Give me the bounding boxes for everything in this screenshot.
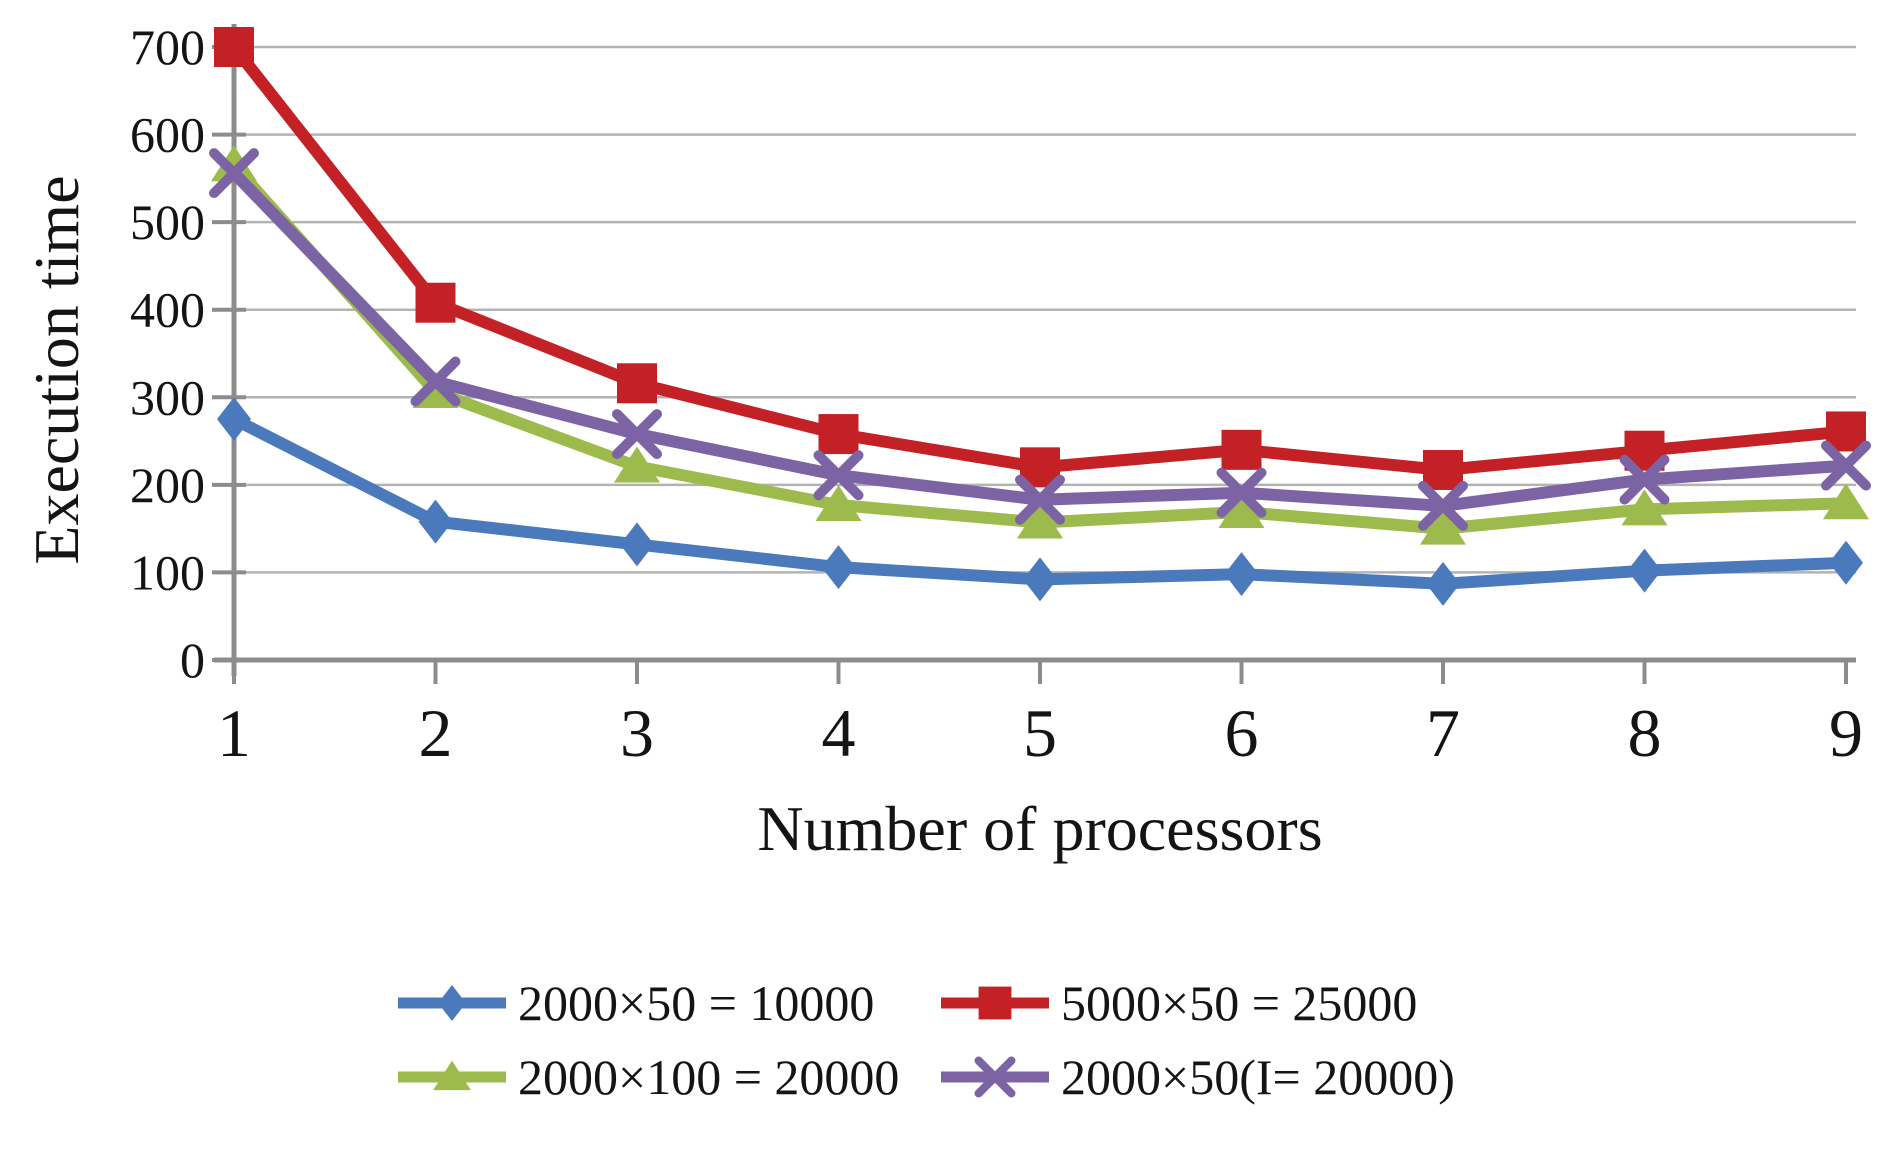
- marker-diamond: [620, 522, 654, 567]
- x-tick-label-4: 4: [822, 695, 856, 771]
- marker-square: [415, 282, 456, 323]
- marker-diamond: [438, 984, 466, 1022]
- marker-square: [1221, 429, 1262, 470]
- y-tick-label-0: 0: [180, 632, 205, 688]
- marker-square: [1826, 411, 1866, 452]
- x-tick-labels: 1 2 3 4 5 6 7 8 9: [217, 695, 1863, 771]
- marker-triangle: [614, 446, 660, 483]
- marker-triangle: [815, 484, 862, 521]
- marker-x: [1015, 474, 1065, 525]
- legend: 2000×50 = 10000 5000×50 = 25000 2000×100 =…: [398, 975, 1455, 1105]
- legend-item-2: 2000×100 = 20000: [398, 1049, 899, 1105]
- y-axis-title: Execution time: [21, 175, 92, 564]
- legend-label: 2000×100 = 20000: [518, 1049, 899, 1105]
- marker-x: [209, 148, 259, 199]
- marker-square: [1423, 449, 1463, 490]
- y-tick-labels: 0 100 200 300 400 500 600 700: [130, 19, 205, 688]
- legend-label: 2000×50(I= 20000): [1061, 1049, 1455, 1105]
- x-tick-label-2: 2: [419, 695, 453, 771]
- marker-diamond: [1023, 557, 1057, 602]
- marker-x: [1619, 454, 1670, 505]
- marker-x: [1216, 467, 1267, 518]
- x-tick-label-7: 7: [1426, 695, 1460, 771]
- marker-triangle: [1420, 508, 1466, 545]
- y-tick-label-500: 500: [130, 194, 205, 250]
- marker-x: [1418, 480, 1468, 531]
- x-axis-title: Number of processors: [757, 793, 1322, 864]
- x-tick-label-1: 1: [217, 695, 251, 771]
- y-tick-label-700: 700: [130, 19, 205, 75]
- marker-x: [1821, 440, 1871, 491]
- legend-item-3: 2000×50(I= 20000): [941, 1049, 1455, 1105]
- legend-label: 5000×50 = 25000: [1061, 975, 1417, 1031]
- x-tick-label-3: 3: [620, 695, 654, 771]
- x-tick-label-8: 8: [1628, 695, 1662, 771]
- y-tick-label-400: 400: [130, 282, 205, 338]
- marker-diamond: [1224, 552, 1259, 597]
- marker-diamond: [821, 545, 856, 590]
- series-0: [217, 397, 1863, 606]
- series-1: [214, 27, 1866, 490]
- marker-square: [617, 363, 657, 404]
- marker-triangle: [1017, 502, 1063, 539]
- y-tick-label-200: 200: [130, 457, 205, 513]
- marker-triangle: [1218, 492, 1265, 529]
- marker-x: [974, 1056, 1016, 1098]
- marker-x: [410, 356, 461, 407]
- marker-diamond: [1627, 548, 1662, 593]
- marker-x: [612, 409, 662, 460]
- marker-square: [818, 414, 859, 455]
- marker-triangle: [1823, 483, 1869, 520]
- marker-triangle: [433, 1060, 471, 1091]
- marker-diamond: [217, 397, 251, 442]
- marker-triangle: [1621, 489, 1668, 526]
- x-tick-label-9: 9: [1829, 695, 1863, 771]
- marker-square: [978, 986, 1012, 1020]
- x-tick-label-5: 5: [1023, 695, 1057, 771]
- marker-diamond: [1829, 540, 1863, 585]
- x-tick-label-6: 6: [1225, 695, 1259, 771]
- y-tick-label-300: 300: [130, 369, 205, 425]
- legend-item-0: 2000×50 = 10000: [398, 975, 874, 1031]
- axes: [212, 24, 1856, 684]
- marker-x: [813, 450, 864, 501]
- marker-triangle: [211, 145, 257, 182]
- y-tick-label-600: 600: [130, 107, 205, 163]
- series-3: [209, 148, 1871, 531]
- marker-diamond: [418, 499, 453, 544]
- legend-label: 2000×50 = 10000: [518, 975, 874, 1031]
- marker-diamond: [1426, 561, 1460, 606]
- series-group: [209, 27, 1871, 606]
- legend-item-1: 5000×50 = 25000: [941, 975, 1417, 1031]
- y-tick-label-100: 100: [130, 544, 205, 600]
- marker-square: [214, 27, 254, 67]
